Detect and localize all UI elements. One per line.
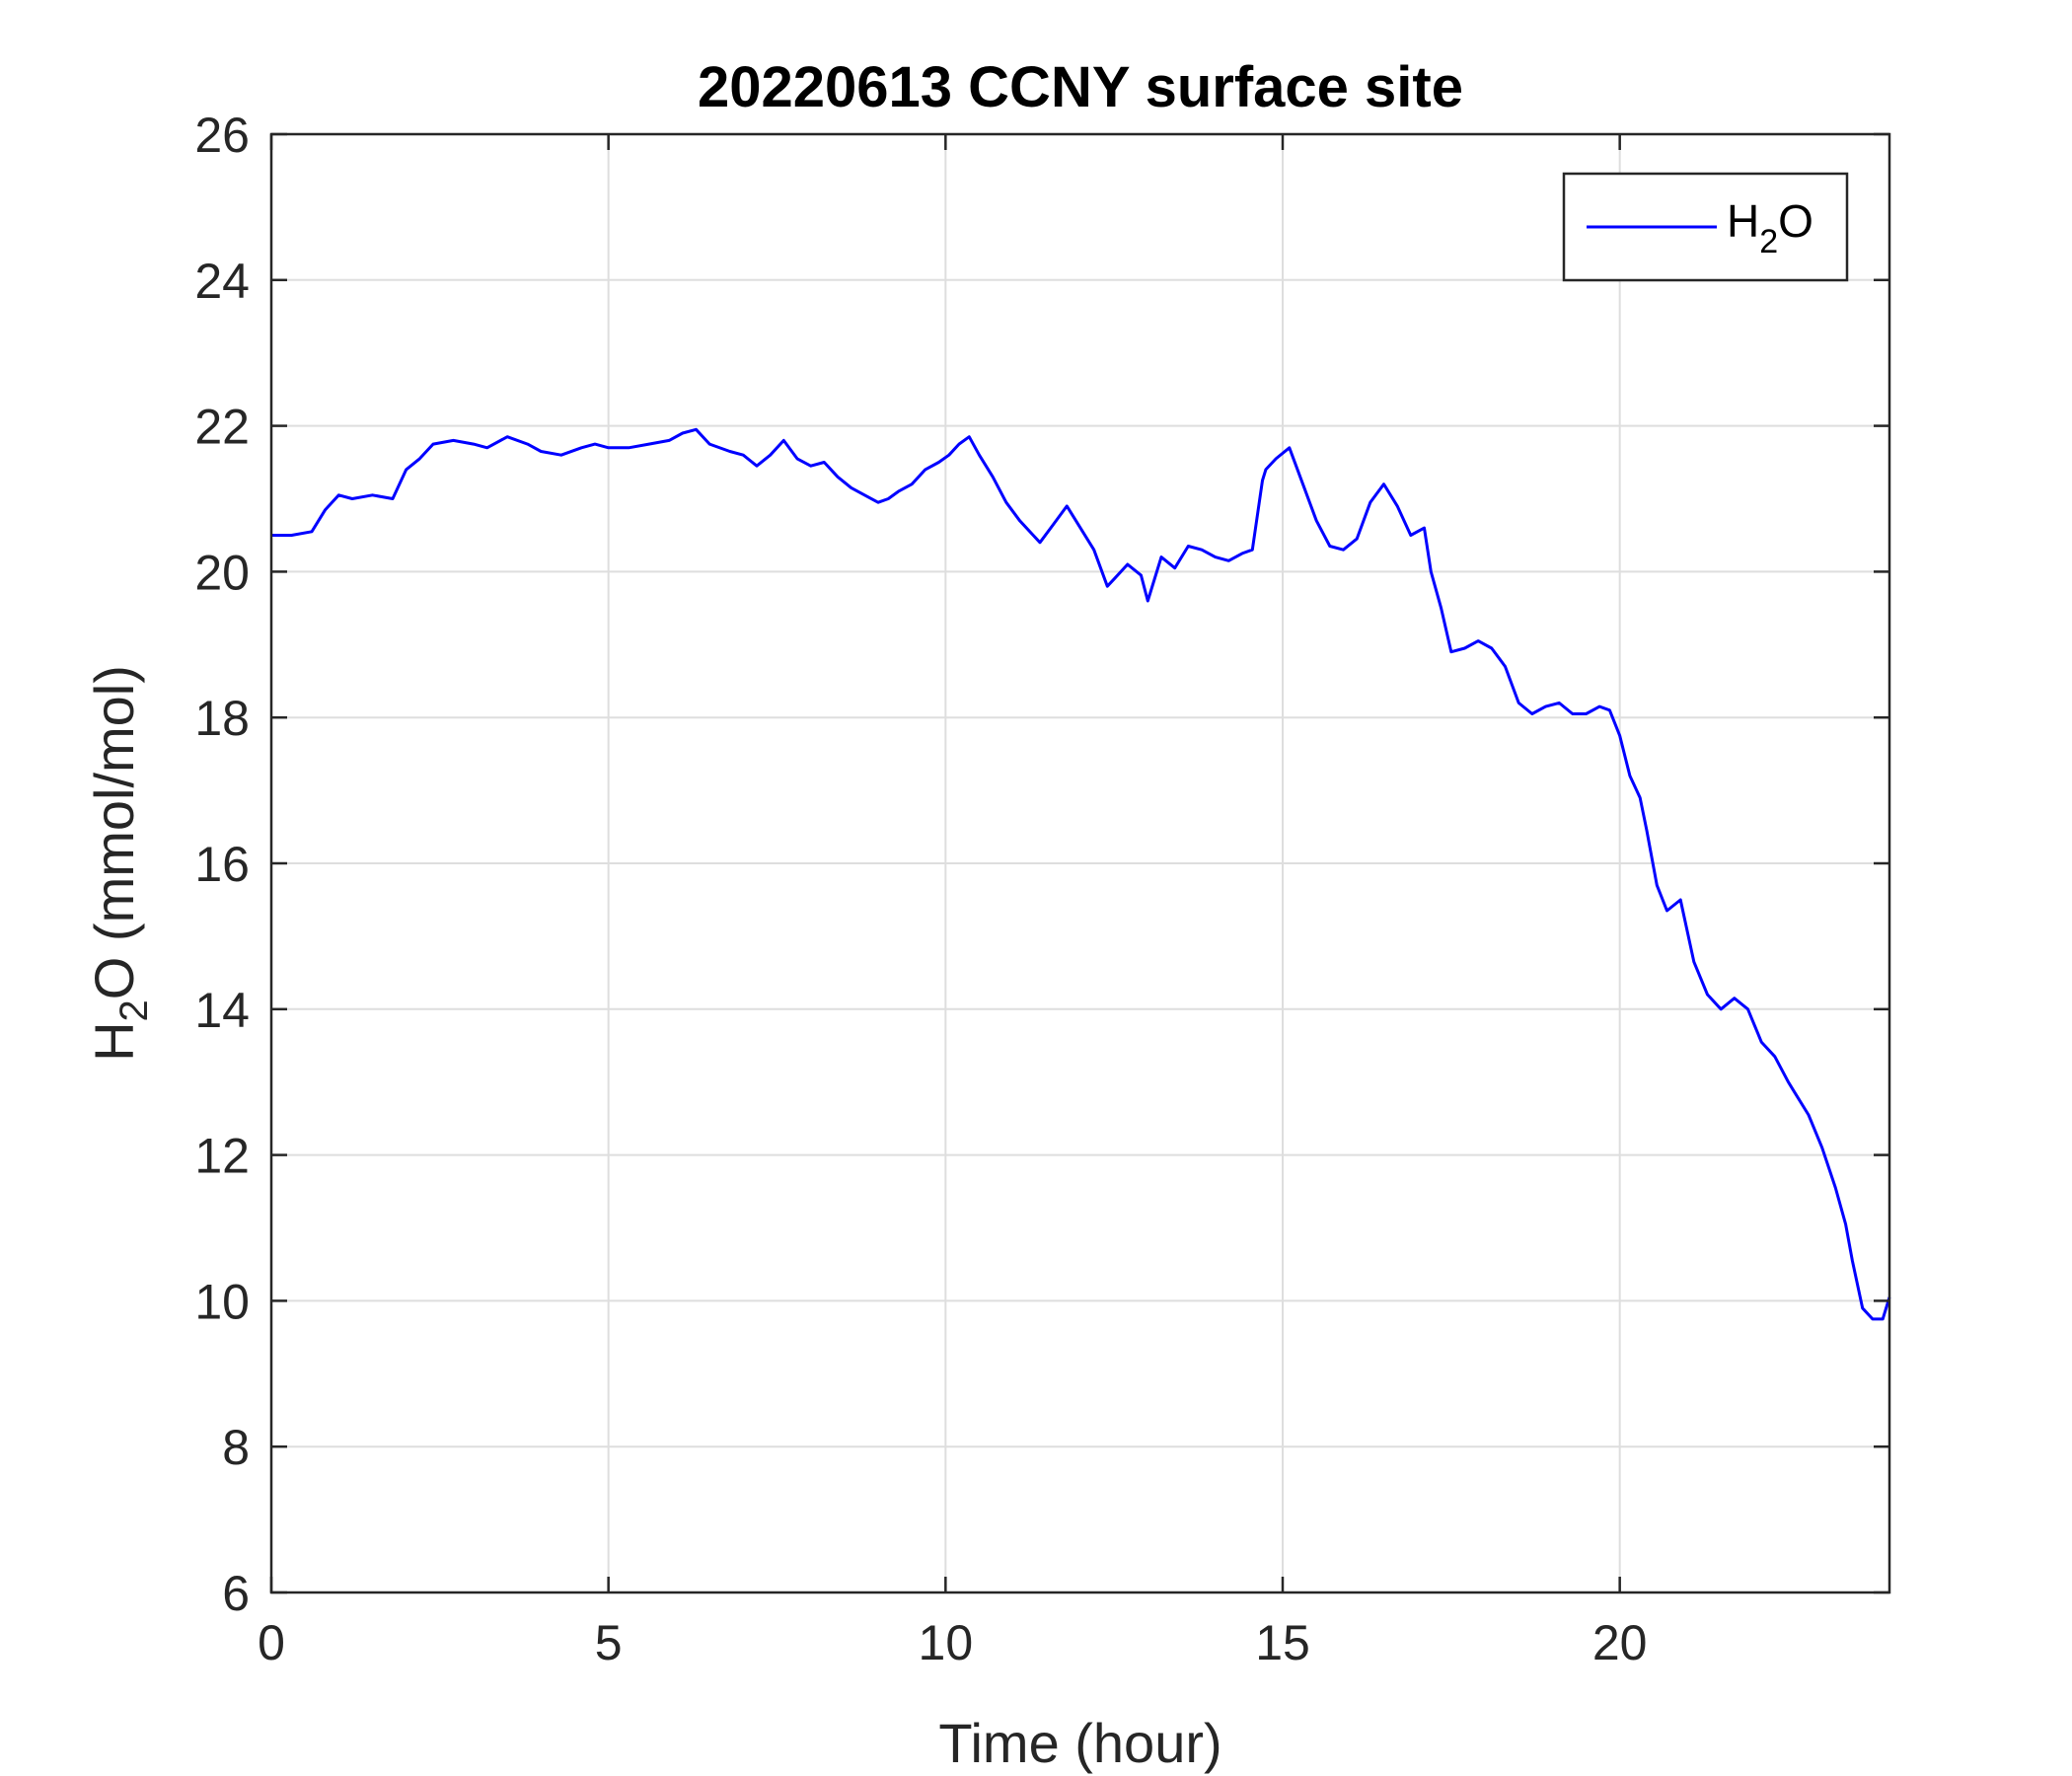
- x-tick-labels: 0 5 10 15 20: [258, 1615, 1647, 1670]
- y-tick-label: 14: [194, 983, 250, 1038]
- gridlines: [271, 134, 1889, 1592]
- series-line: [271, 427, 1891, 1321]
- legend-label-suffix: O: [1778, 195, 1813, 247]
- legend-entry-label: H2O: [1727, 195, 1813, 260]
- x-tick-label: 0: [258, 1615, 285, 1670]
- legend-label-prefix: H: [1727, 195, 1759, 247]
- y-tick-label: 20: [194, 545, 250, 600]
- y-tick-label: 8: [222, 1420, 250, 1475]
- y-tick-label: 16: [194, 837, 250, 892]
- y-tick-label: 10: [194, 1274, 250, 1329]
- y-axis-label-prefix: H: [83, 1021, 145, 1061]
- y-axis-label-subscript: 2: [112, 999, 156, 1021]
- x-tick-label: 10: [919, 1615, 974, 1670]
- y-tick-label: 18: [194, 691, 250, 746]
- y-tick-label: 12: [194, 1129, 250, 1184]
- x-axis-label: Time (hour): [938, 1712, 1221, 1774]
- x-tick-label: 5: [595, 1615, 623, 1670]
- y-tick-label: 22: [194, 400, 250, 455]
- series-layer: [271, 427, 1891, 1321]
- y-tick-labels: 6 8 10 12 14 16 18 20 22 24 26: [194, 108, 250, 1621]
- x-tick-label: 15: [1255, 1615, 1310, 1670]
- x-tick-label: 20: [1592, 1615, 1648, 1670]
- y-tick-label: 26: [194, 108, 250, 163]
- legend: H2O: [1562, 172, 1849, 282]
- y-axis-label-suffix: O (mmol/mol): [83, 665, 145, 999]
- y-axis-label: H2O (mmol/mol): [83, 665, 156, 1062]
- tick-marks: [269, 132, 1889, 1594]
- legend-label-subscript: 2: [1759, 223, 1778, 260]
- y-tick-label: 6: [222, 1566, 250, 1621]
- y-tick-label: 24: [194, 254, 250, 309]
- chart-title: 20220613 CCNY surface site: [698, 55, 1463, 119]
